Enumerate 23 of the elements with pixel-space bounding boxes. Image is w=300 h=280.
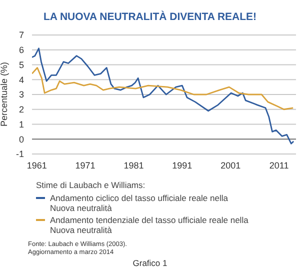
y-tick-label: 0 — [18, 134, 24, 144]
chart-title: LA NUOVA NEUTRALITÀ DIVENTA REALE! — [42, 10, 258, 25]
y-tick-label: 6 — [18, 45, 24, 56]
y-tick-label: 4 — [18, 74, 24, 85]
x-tick-label: 1961 — [26, 160, 47, 170]
line-series — [32, 67, 294, 110]
x-tick-label: 1981 — [124, 160, 144, 170]
x-tick-label: 1971 — [75, 160, 96, 170]
y-tick-label: 2 — [18, 104, 24, 115]
y-tick-label: 5 — [18, 60, 24, 70]
legend-label: Andamento tendenziale del tasso ufficiale reale nella Nuova neutralità — [50, 214, 250, 236]
x-tick-label: 2011 — [269, 160, 289, 170]
y-tick-label: 7 — [18, 30, 24, 40]
text: Grafico 1 — [132, 258, 168, 268]
y-tick-label: 1 — [18, 119, 24, 130]
legend-label: Andamento ciclico del tasso ufficiale reale nella Nuova neutralità — [50, 192, 229, 214]
y-tick-label: 3 — [18, 90, 24, 100]
x-tick-label: 1991 — [172, 160, 192, 170]
line-series — [32, 48, 294, 144]
y-tick-label: -1 — [16, 149, 24, 160]
legend-title: Stime di Laubach e Williams: — [36, 180, 146, 190]
x-tick-label: 2001 — [220, 160, 241, 170]
y-axis-title: Percentuale (%) — [0, 62, 10, 126]
